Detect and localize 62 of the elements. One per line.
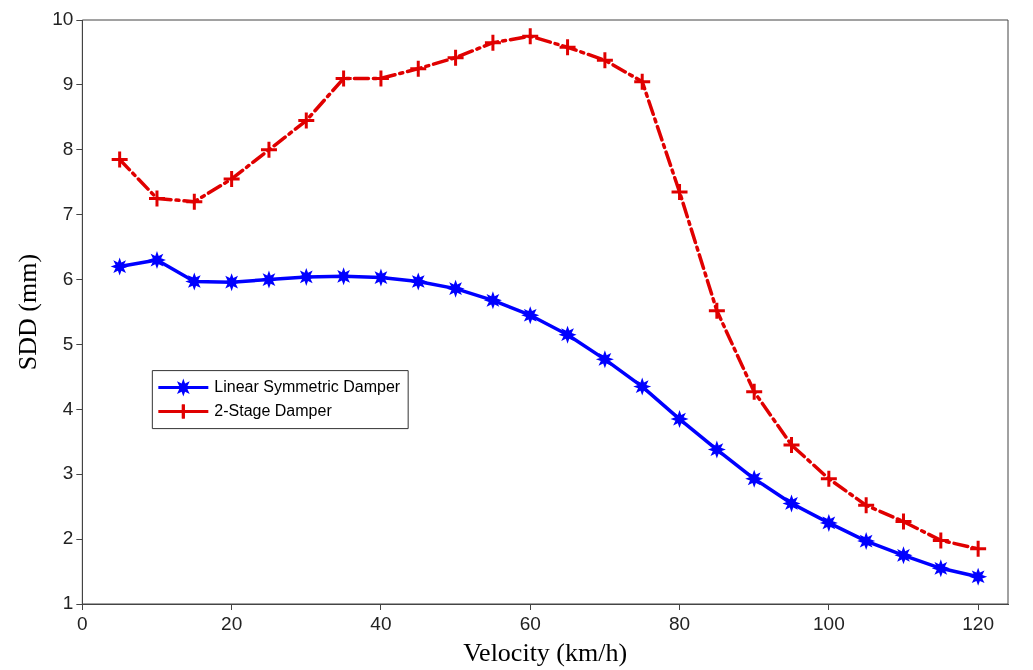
point <box>707 301 727 321</box>
point <box>184 192 204 212</box>
point <box>595 50 615 70</box>
point <box>296 111 316 131</box>
point <box>857 532 876 551</box>
point <box>483 33 503 53</box>
point <box>521 306 540 325</box>
point <box>670 410 689 429</box>
point <box>558 37 578 57</box>
y-tick-label: 8 <box>62 138 74 160</box>
point <box>483 291 502 310</box>
point <box>147 188 167 208</box>
point <box>931 559 950 578</box>
point <box>969 567 988 586</box>
point <box>446 48 466 68</box>
y-tick-label: 1 <box>62 592 74 614</box>
point <box>782 494 801 513</box>
point <box>632 72 652 92</box>
point <box>893 512 913 532</box>
point <box>259 140 279 160</box>
y-tick-label: 5 <box>62 332 74 354</box>
y-tick-label: 10 <box>52 8 74 30</box>
point <box>595 350 614 369</box>
point <box>819 469 839 489</box>
x-tick-label: 120 <box>962 612 994 634</box>
y-tick-label: 2 <box>62 527 74 549</box>
point <box>633 377 652 396</box>
legend-label: 2-Stage Damper <box>214 402 333 420</box>
point <box>520 26 540 46</box>
point <box>782 435 802 455</box>
point <box>558 325 577 344</box>
x-tick-label: 40 <box>370 612 392 634</box>
y-tick-label: 7 <box>62 202 74 224</box>
x-tick-label: 80 <box>668 612 691 634</box>
y-tick-label: 9 <box>62 73 74 95</box>
point <box>856 495 876 515</box>
point <box>744 382 764 402</box>
point <box>409 272 428 291</box>
point <box>110 150 130 170</box>
x-axis-title: Velocity (km/h) <box>463 638 628 668</box>
point <box>819 513 838 532</box>
point <box>110 257 129 276</box>
point <box>745 469 764 488</box>
point <box>968 539 988 559</box>
point <box>147 251 166 270</box>
x-tick-label: 20 <box>221 612 243 634</box>
point <box>707 440 726 459</box>
point <box>408 59 428 79</box>
x-tick-label: 100 <box>812 612 845 634</box>
point <box>334 68 354 88</box>
x-tick-label: 60 <box>519 612 541 634</box>
point <box>222 169 242 189</box>
point <box>446 279 465 298</box>
y-tick-label: 6 <box>62 267 74 289</box>
legend-label: Linear Symmetric Damper <box>214 378 401 396</box>
point <box>931 530 951 550</box>
point <box>670 182 690 202</box>
point <box>894 546 913 565</box>
y-tick-label: 4 <box>62 397 74 419</box>
y-tick-label: 3 <box>62 462 74 484</box>
x-tick-label: 0 <box>77 612 88 634</box>
y-axis-title: SDD (mm) <box>13 253 43 371</box>
